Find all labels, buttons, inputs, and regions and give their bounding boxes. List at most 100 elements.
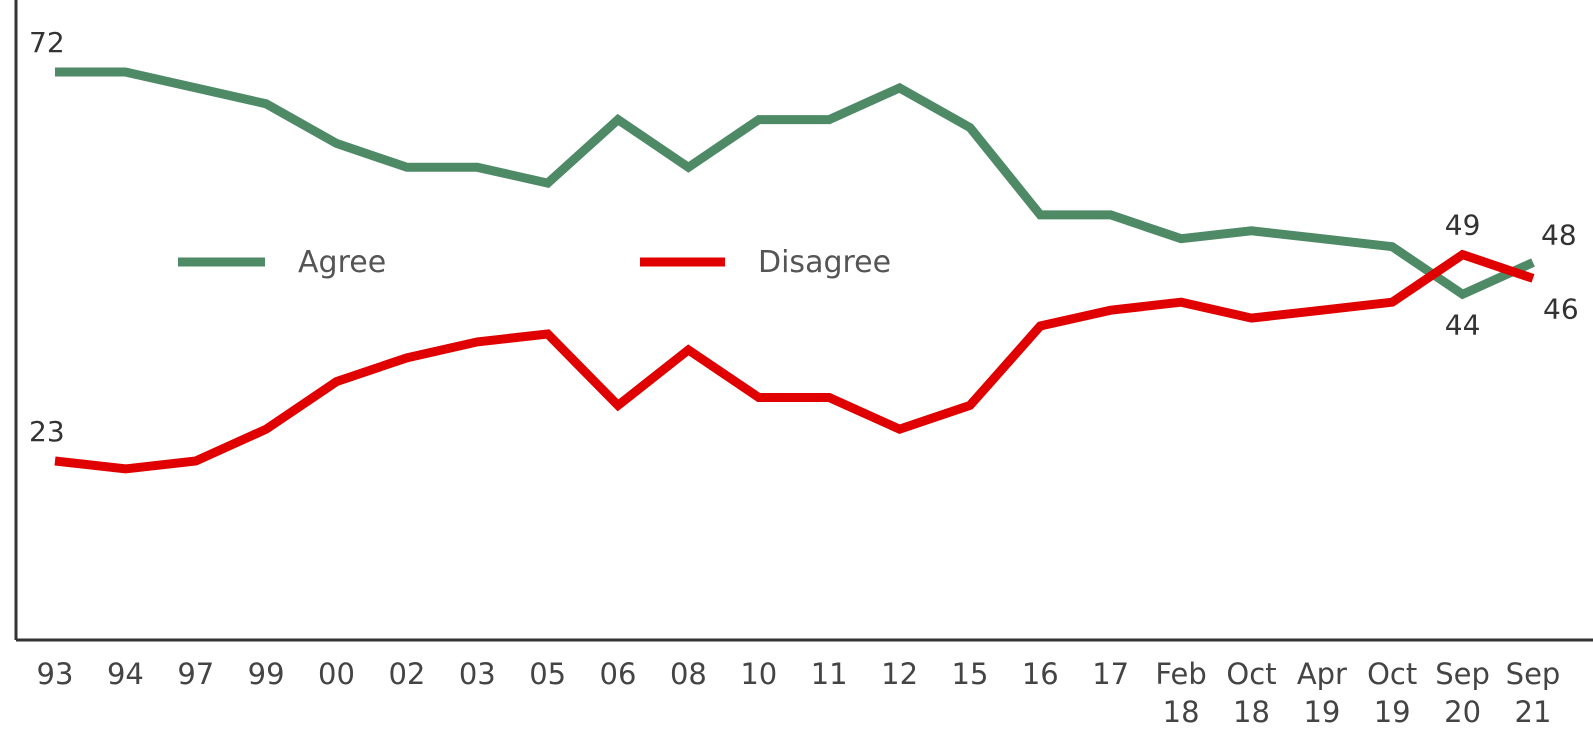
data-point-agree-18: [1321, 238, 1322, 239]
data-point-disagree-5: [406, 357, 407, 358]
data-point-agree-3: [266, 103, 267, 104]
data-point-disagree-14: [1040, 326, 1041, 327]
data-point-disagree-9: [688, 349, 689, 350]
x-tick-label-line: 21: [1515, 695, 1552, 729]
x-tick-label: 06: [600, 657, 637, 691]
data-point-agree-7: [547, 183, 548, 184]
data-point-agree-10: [758, 119, 759, 120]
x-tick-label: 05: [529, 657, 566, 691]
data-point-agree-0: [55, 72, 56, 73]
data-point-disagree-19: [1392, 302, 1393, 303]
data-label-agree-21: 48: [1541, 219, 1577, 252]
data-label-disagree-20: 49: [1445, 209, 1481, 242]
data-point-agree-16: [1181, 238, 1182, 239]
x-tick-label-line: 20: [1444, 695, 1481, 729]
data-point-disagree-3: [266, 429, 267, 430]
data-point-disagree-18: [1321, 310, 1322, 311]
data-label-disagree-0: 23: [29, 415, 65, 448]
data-point-agree-13: [970, 127, 971, 128]
x-tick-label-line: 19: [1303, 695, 1340, 729]
data-point-agree-15: [1110, 214, 1111, 215]
x-tick-label-line: 16: [1022, 657, 1059, 691]
x-tick-label-line: Feb: [1155, 657, 1206, 691]
data-point-agree-8: [618, 119, 619, 120]
data-point-disagree-21: [1533, 278, 1534, 279]
x-tick-label-line: 15: [952, 657, 989, 691]
x-tick-label-line: Sep: [1435, 657, 1490, 691]
data-point-agree-5: [406, 167, 407, 168]
data-point-agree-21: [1533, 262, 1534, 263]
x-tick-label-line: 18: [1163, 695, 1200, 729]
series-lines: [54, 67, 1535, 474]
legend: Agree Disagree: [178, 245, 891, 280]
x-tick-label: 00: [318, 657, 355, 691]
x-tick-label-line: 00: [318, 657, 355, 691]
x-tick-label-line: 97: [177, 657, 214, 691]
data-point-disagree-20: [1462, 254, 1463, 255]
x-tick-label: 10: [740, 657, 777, 691]
x-tick-label: 99: [248, 657, 285, 691]
x-tick-label-line: Oct: [1226, 657, 1276, 691]
x-tick-label-line: 94: [107, 657, 144, 691]
series-line-agree: [55, 67, 1535, 300]
x-tick-label: Oct 19: [1367, 657, 1417, 729]
data-point-agree-20: [1462, 294, 1463, 295]
x-tick-label-line: 17: [1092, 657, 1129, 691]
x-tick-label: Sep 20: [1435, 657, 1490, 729]
data-point-agree-9: [688, 167, 689, 168]
x-tick-label-line: 12: [881, 657, 918, 691]
data-point-disagree-1: [125, 468, 126, 469]
x-tick-label: Sep 21: [1506, 657, 1561, 729]
x-tick-label-line: 02: [388, 657, 425, 691]
x-tick-label: 03: [459, 657, 496, 691]
data-point-disagree-7: [547, 334, 548, 335]
data-point-disagree-11: [829, 397, 830, 398]
legend-label-disagree: Disagree: [758, 245, 891, 280]
series-line-disagree: [54, 249, 1535, 474]
data-point-agree-14: [1040, 214, 1041, 215]
x-tick-label-line: 19: [1374, 695, 1411, 729]
x-tick-label: 08: [670, 657, 707, 691]
data-point-disagree-16: [1181, 302, 1182, 303]
x-tick-label-line: Oct: [1367, 657, 1417, 691]
data-point-agree-11: [829, 119, 830, 120]
data-point-agree-2: [195, 87, 196, 88]
data-point-agree-4: [336, 143, 337, 144]
x-tick-label: Apr 19: [1297, 657, 1347, 729]
data-point-agree-1: [125, 72, 126, 73]
data-label-agree-20: 44: [1445, 308, 1481, 341]
x-tick-label: 02: [388, 657, 425, 691]
data-point-agree-17: [1251, 230, 1252, 231]
x-tick-label-line: Sep: [1506, 657, 1561, 691]
data-point-disagree-10: [758, 397, 759, 398]
x-tick-label: 11: [811, 657, 848, 691]
x-tick-label-line: 03: [459, 657, 496, 691]
data-point-disagree-0: [55, 461, 56, 462]
x-tick-label: Oct 18: [1226, 657, 1276, 729]
data-point-disagree-13: [970, 405, 971, 406]
legend-label-agree: Agree: [298, 245, 386, 280]
data-point-disagree-4: [336, 381, 337, 382]
x-tick-label: 17: [1092, 657, 1129, 691]
x-tick-label: 94: [107, 657, 144, 691]
data-point-agree-6: [477, 167, 478, 168]
x-tick-label: 15: [952, 657, 989, 691]
axes: [14, 0, 1593, 642]
x-tick-label: Feb 18: [1155, 657, 1206, 729]
x-tick-label-line: 05: [529, 657, 566, 691]
x-tick-label: 16: [1022, 657, 1059, 691]
x-tick-label-line: Apr: [1297, 657, 1347, 691]
data-label-disagree-21: 46: [1543, 292, 1579, 325]
x-tick-label: 12: [881, 657, 918, 691]
data-point-disagree-6: [477, 341, 478, 342]
x-tick-label-line: 06: [600, 657, 637, 691]
data-point-disagree-8: [618, 405, 619, 406]
data-point-disagree-2: [195, 461, 196, 462]
x-tick-label-line: 99: [248, 657, 285, 691]
data-label-agree-0: 72: [29, 26, 65, 59]
data-labels: 72 23 49 44 48 46: [29, 26, 1579, 448]
x-tick-label-line: 18: [1233, 695, 1270, 729]
data-point-disagree-15: [1110, 310, 1111, 311]
